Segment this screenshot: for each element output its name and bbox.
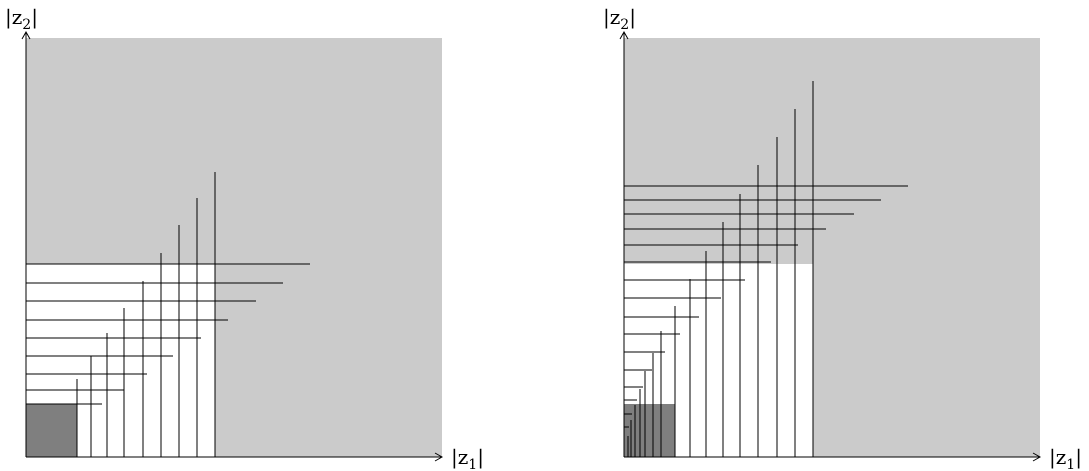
right-panel: |z1| |z2| bbox=[603, 5, 1082, 471]
right-x-axis-label: |z1| bbox=[1049, 445, 1082, 471]
left-shaded-region bbox=[26, 38, 442, 457]
right-grid-lines bbox=[624, 81, 908, 457]
left-panel: |z1| |z2| bbox=[5, 5, 484, 471]
left-y-axis-label: |z2| bbox=[5, 5, 38, 33]
right-dark-square bbox=[624, 404, 675, 457]
left-x-axis-label: |z1| bbox=[451, 445, 484, 471]
left-grid-lines bbox=[26, 172, 310, 457]
left-dark-square bbox=[26, 404, 77, 457]
right-y-axis-label: |z2| bbox=[603, 5, 636, 33]
right-shaded-region bbox=[624, 38, 1040, 457]
